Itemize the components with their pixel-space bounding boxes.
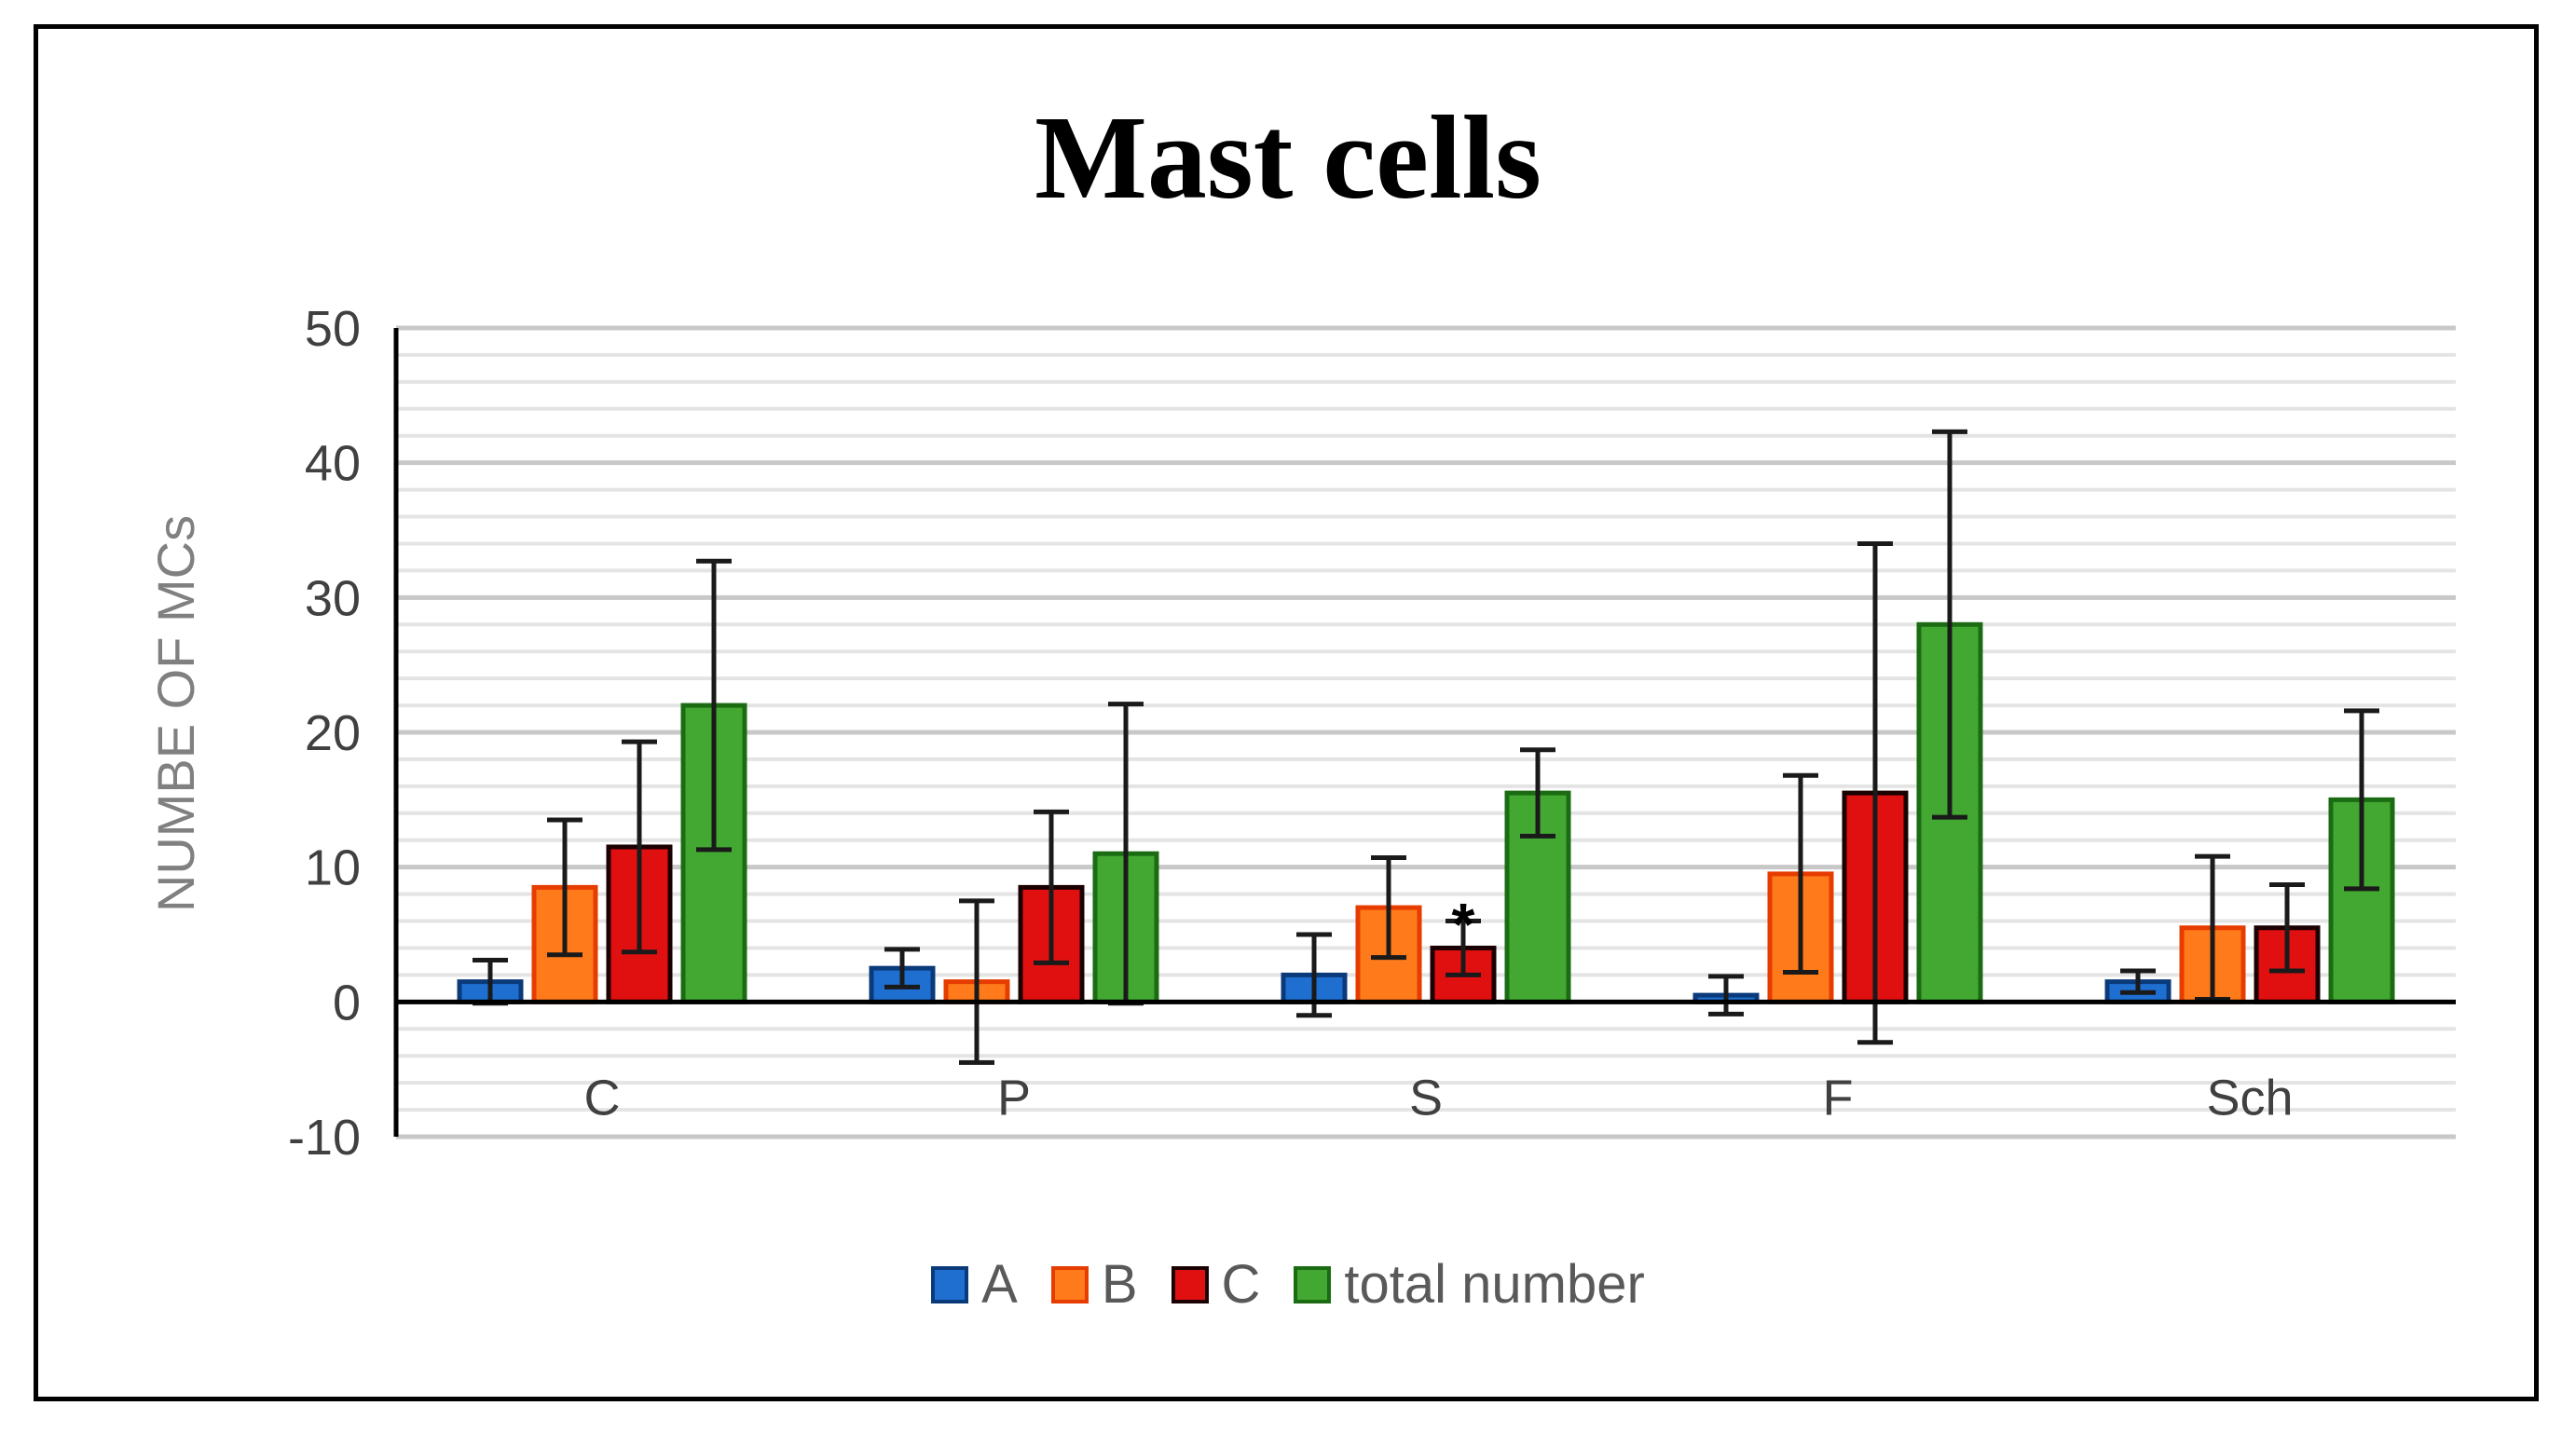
category-label-F: F	[1823, 1071, 1854, 1126]
y-tick-label: 20	[305, 705, 361, 761]
significance-marker: *	[1452, 891, 1475, 958]
legend-label: B	[1101, 1254, 1138, 1315]
category-label-Sch: Sch	[2206, 1071, 2293, 1126]
legend-swatch	[1050, 1265, 1089, 1303]
category-label-P: P	[997, 1071, 1031, 1126]
y-tick-labels: 50 40 30 20 10 0 -10	[288, 301, 361, 1166]
category-label-S: S	[1409, 1071, 1443, 1126]
legend-item-A: A	[931, 1253, 1018, 1316]
y-tick-label: 40	[305, 436, 361, 492]
legend-label: total number	[1344, 1254, 1645, 1315]
y-tick-label: 50	[305, 301, 361, 357]
legend-swatch	[1294, 1265, 1332, 1303]
legend-item-B: B	[1050, 1253, 1138, 1316]
y-tick-label: 0	[333, 975, 361, 1030]
error-bars	[473, 429, 2379, 1065]
y-tick-label: 10	[305, 840, 361, 896]
y-tick-label: 30	[305, 570, 361, 626]
chart-title: Mast cells	[1035, 91, 1541, 224]
legend-item-total-number: total number	[1294, 1253, 1645, 1316]
legend-swatch	[931, 1265, 969, 1303]
legend-label: C	[1221, 1254, 1261, 1315]
legend-item-C: C	[1171, 1253, 1261, 1316]
annotations: *	[1452, 891, 1475, 958]
legend-swatch	[1171, 1265, 1209, 1303]
y-tick-label: -10	[288, 1110, 361, 1166]
category-labels: C P S F Sch	[584, 1071, 2294, 1126]
legend-label: A	[981, 1254, 1018, 1315]
category-label-C: C	[584, 1071, 621, 1126]
y-axis-title: NUMBE OF MCs	[146, 515, 205, 912]
chart-frame	[34, 24, 2539, 1401]
